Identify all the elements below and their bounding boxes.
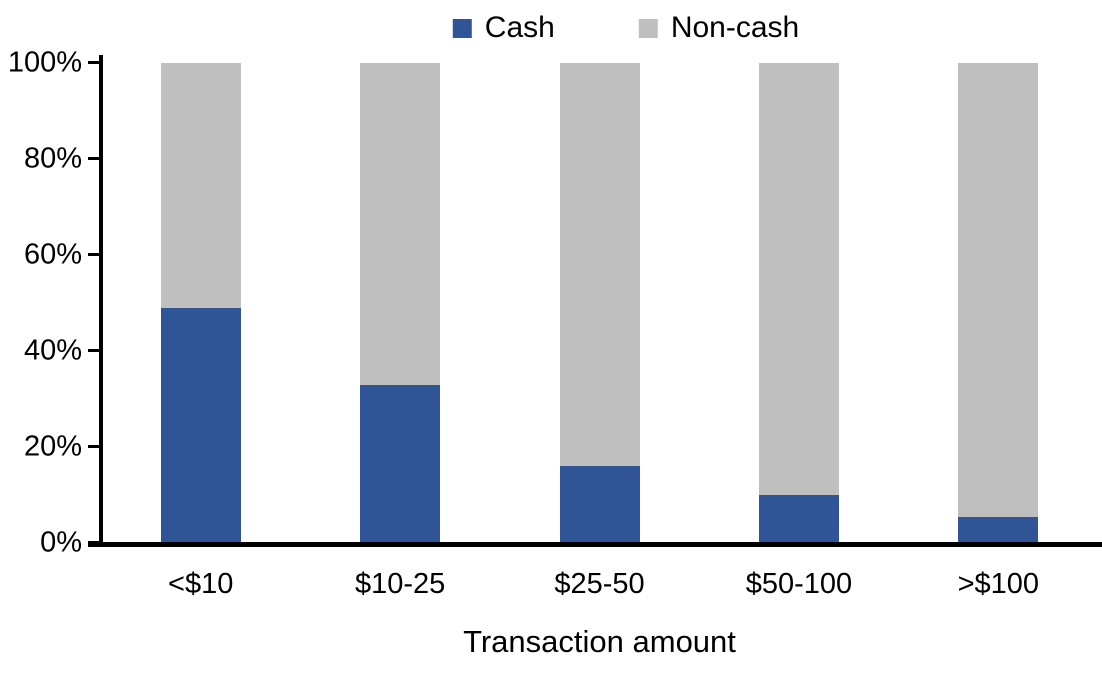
y-tick-mark (88, 349, 99, 352)
y-tick-mark (88, 253, 99, 256)
bar-slot (300, 63, 499, 543)
x-category-label: $10-25 (354, 568, 446, 600)
bar-segment-non-cash (559, 63, 640, 467)
y-tick-mark (88, 445, 99, 448)
stacked-bar-1 (160, 63, 241, 543)
y-axis-labels: 0% 20% 40% 60% 80% 100% (0, 48, 82, 557)
y-tick-label: 80% (23, 142, 82, 175)
x-category-label: $25-50 (554, 568, 645, 600)
bar-slot (699, 63, 898, 543)
x-axis-title: Transaction amount (463, 624, 736, 659)
bar-segment-cash (559, 466, 640, 543)
y-tick-mark (88, 157, 99, 160)
legend-label: Non-cash (670, 11, 800, 44)
y-tick-mark (88, 61, 99, 64)
y-tick-label: 100% (7, 46, 82, 79)
bar-slot (101, 63, 300, 543)
legend-swatch-icon (638, 18, 658, 38)
chart-legend: Cash Non-cash (452, 8, 800, 48)
x-axis-labels: <$10 $10-25 $25-50 $50-100 >$100 (101, 567, 1098, 602)
y-tick-label: 60% (23, 238, 82, 271)
x-category-label: $50-100 (745, 568, 853, 600)
bar-segment-cash (958, 516, 1039, 543)
x-axis-line (88, 542, 1102, 547)
stacked-bar-3 (559, 63, 640, 543)
legend-item-non-cash: Non-cash (638, 11, 800, 44)
bar-slot (899, 63, 1098, 543)
y-axis-line (99, 55, 103, 545)
legend-item-cash: Cash (452, 11, 555, 44)
y-tick-label: 40% (23, 334, 82, 367)
bars-row (101, 63, 1098, 543)
stacked-bar-5 (958, 63, 1039, 543)
bar-segment-non-cash (160, 63, 241, 308)
x-category-label: >$100 (957, 568, 1040, 600)
y-tick-label: 0% (40, 526, 82, 559)
stacked-bar-2 (360, 63, 441, 543)
bar-segment-cash (758, 495, 839, 543)
bar-segment-cash (360, 384, 441, 543)
bar-segment-non-cash (958, 63, 1039, 517)
legend-swatch-icon (452, 18, 472, 38)
x-category-label: <$10 (168, 568, 234, 600)
stacked-bar-4 (758, 63, 839, 543)
y-tick-label: 20% (23, 430, 82, 463)
bar-segment-non-cash (758, 63, 839, 495)
plot-area (101, 63, 1098, 543)
legend-label: Cash (484, 11, 555, 44)
bar-segment-cash (160, 307, 241, 543)
y-axis-ticks (88, 61, 99, 544)
bar-slot (500, 63, 699, 543)
bar-segment-non-cash (360, 63, 441, 385)
